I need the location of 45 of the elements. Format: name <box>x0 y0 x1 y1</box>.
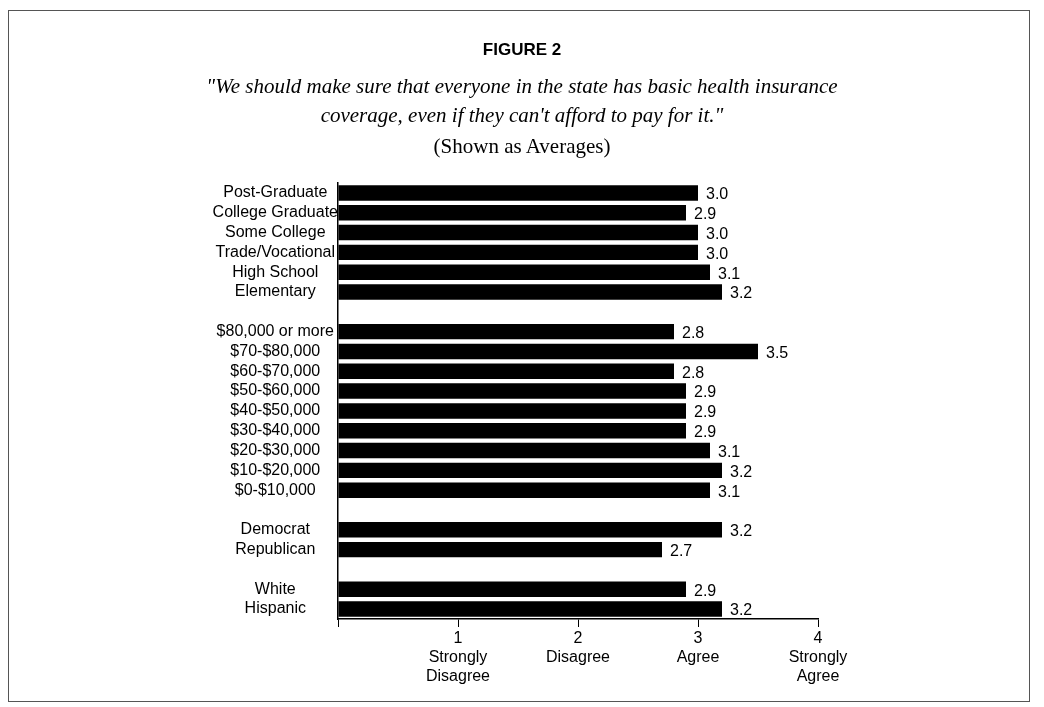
y-tick-label: Some College <box>225 222 326 240</box>
x-tick-label: 3 Agree <box>676 629 720 666</box>
y-tick-label: $40-$50,000 <box>230 401 321 419</box>
y-tick-label: $10-$20,000 <box>230 460 321 478</box>
data-label: 2.9 <box>694 403 717 421</box>
data-label: 2.9 <box>694 581 717 599</box>
data-label: 2.8 <box>682 324 705 342</box>
data-label: 3.0 <box>706 185 729 203</box>
data-label: 3.2 <box>730 601 753 619</box>
y-tick-label: $30-$40,000 <box>230 421 321 439</box>
x-tick-label: 2 Disagree <box>545 629 611 666</box>
y-tick-label: Trade/Vocational <box>215 242 336 260</box>
y-tick-label: Elementary <box>234 282 316 300</box>
text: (Shown as Averages) <box>432 134 612 159</box>
data-label: 2.8 <box>682 363 705 381</box>
y-tick-label: Post-Graduate <box>223 183 328 201</box>
data-label: 2.9 <box>694 423 717 441</box>
y-tick-label: High School <box>232 262 319 280</box>
data-label: 3.1 <box>718 482 741 500</box>
y-tick-label: Republican <box>235 540 316 558</box>
data-label: 3.1 <box>718 442 741 460</box>
data-label: 3.2 <box>730 522 753 540</box>
data-label: 3.0 <box>706 244 729 262</box>
y-tick-label: $70-$80,000 <box>230 341 321 359</box>
data-label: 2.9 <box>694 383 717 401</box>
data-label: 3.1 <box>718 264 741 282</box>
y-tick-label: Democrat <box>240 520 311 538</box>
y-tick-label: $20-$30,000 <box>230 440 321 458</box>
y-tick-label: $50-$60,000 <box>230 381 321 399</box>
data-label: 2.7 <box>670 542 693 560</box>
y-tick-label: $0-$10,000 <box>234 480 316 498</box>
x-tick-label: 1 Strongly Disagree <box>425 629 491 685</box>
chart-title: FIGURE 2 <box>481 40 563 60</box>
data-label: 2.9 <box>694 205 717 223</box>
y-tick-label: Hispanic <box>244 599 306 617</box>
y-tick-label: $60-$70,000 <box>230 361 321 379</box>
y-tick-label: $80,000 or more <box>216 322 335 340</box>
data-label: 3.5 <box>766 343 789 361</box>
x-tick-label: 4 Strongly Agree <box>788 629 848 685</box>
y-tick-label: White <box>254 579 296 597</box>
data-label: 3.0 <box>706 224 729 242</box>
data-label: 3.2 <box>730 462 753 480</box>
chart-subtitle: "We should make sure that everyone in the state has basic health insurance coverage, even if they can't afford to pay for it." <box>205 73 839 129</box>
y-tick-label: College Graduate <box>212 203 339 221</box>
data-label: 3.2 <box>730 284 753 302</box>
